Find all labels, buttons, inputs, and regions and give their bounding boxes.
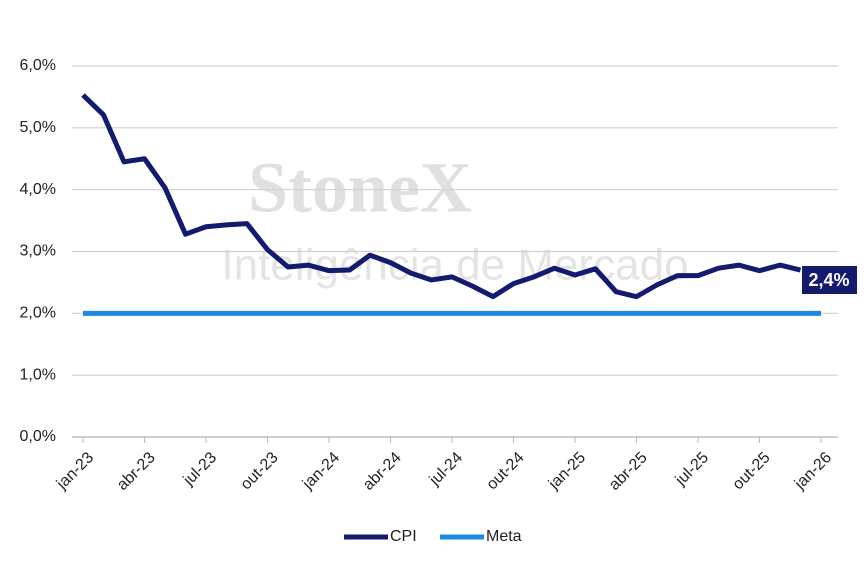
y-tick-label: 1,0% [20,366,56,383]
x-tick-label: jan-24 [299,449,343,493]
legend-label: Meta [486,528,522,545]
x-tick-label: jan-25 [545,449,589,493]
x-tick-label: out-23 [238,449,282,493]
x-tick-label: jan-26 [791,449,835,493]
y-tick-label: 4,0% [20,181,56,198]
y-tick-label: 0,0% [20,428,56,445]
annotation-box [802,266,857,294]
x-tick-label: abr-23 [114,449,159,494]
watermark-logo: StoneX [248,148,472,228]
x-tick-label: jul-23 [180,449,220,489]
x-tick-label: jul-25 [672,449,712,489]
x-tick-label: abr-25 [606,449,651,494]
x-tick-label: out-24 [484,449,528,493]
y-tick-label: 5,0% [20,119,56,136]
x-tick-label: abr-24 [360,449,405,494]
series-line [81,93,802,300]
y-tick-label: 3,0% [20,243,56,260]
x-tick-label: jul-24 [426,449,466,489]
legend-label: CPI [390,528,417,545]
annotation: 2,4% [808,270,849,290]
x-tick-label: jan-23 [53,449,97,493]
y-tick-label: 6,0% [20,57,56,74]
y-tick-label: 2,0% [20,305,56,322]
x-tick-label: out-25 [730,449,774,493]
